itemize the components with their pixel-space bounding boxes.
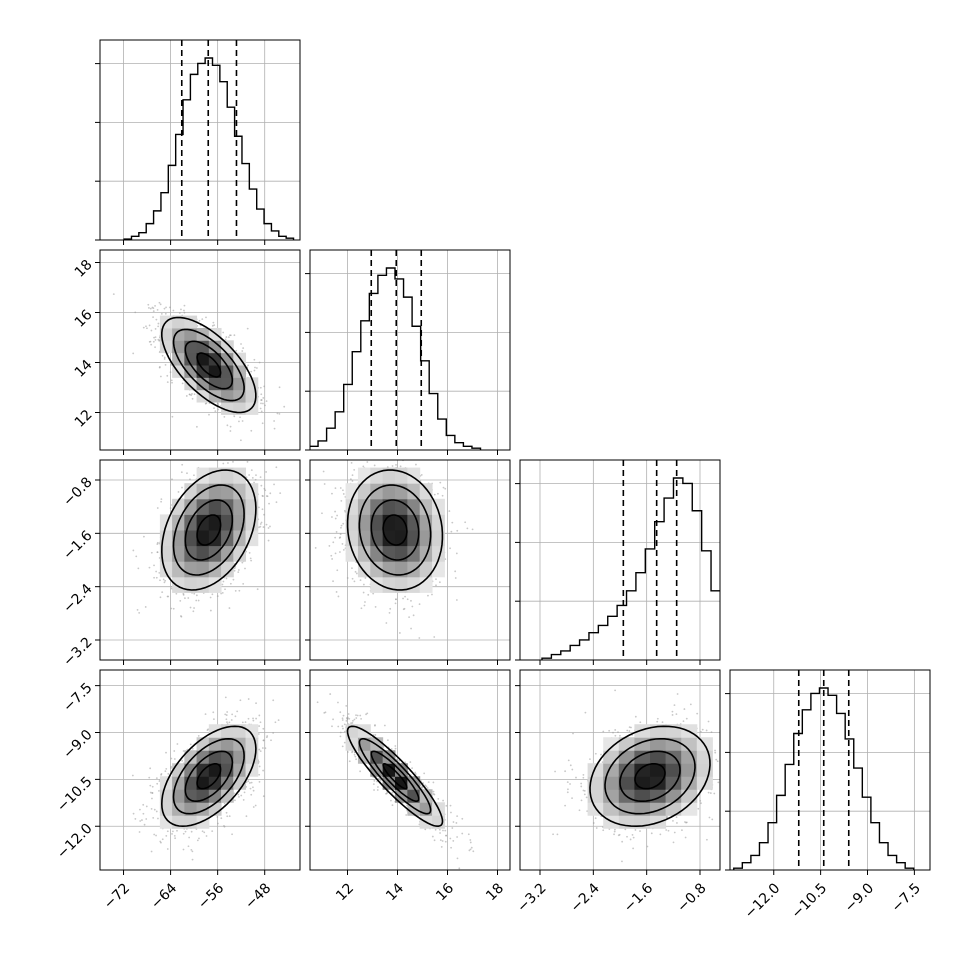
y-tick-label: 12 bbox=[72, 407, 96, 431]
x-tick-label: −10.5 bbox=[789, 880, 831, 922]
y-tick-label: −12.0 bbox=[54, 821, 96, 863]
contour-3-2-3 bbox=[589, 725, 711, 828]
x-tick-label: −12.0 bbox=[742, 880, 784, 922]
contour-3-0-3 bbox=[160, 725, 257, 828]
histogram-panel-2 bbox=[515, 459, 721, 665]
x-tick-label: 18 bbox=[483, 880, 507, 904]
contour-3-2-1 bbox=[619, 750, 681, 802]
y-tick-label: −3.2 bbox=[60, 634, 95, 669]
contour-2-0-2 bbox=[172, 484, 245, 576]
x-tick-label: −48 bbox=[242, 880, 274, 912]
y-tick-label: 14 bbox=[72, 357, 96, 381]
density-cells bbox=[159, 467, 259, 593]
y-tick-label: −7.5 bbox=[60, 680, 95, 715]
contour-3-1-0 bbox=[382, 763, 408, 790]
contour-2-0-0 bbox=[196, 514, 222, 546]
histogram-panel-1 bbox=[305, 249, 511, 455]
histogram-2 bbox=[541, 477, 720, 660]
density-cells bbox=[159, 724, 259, 829]
x-tick-label: −9.0 bbox=[842, 880, 877, 915]
histogram-3 bbox=[733, 687, 915, 870]
scatter-panel-1-0: 12 14 16 18 bbox=[72, 249, 301, 455]
y-tick-label: −10.5 bbox=[54, 774, 96, 816]
contour-3-0-2 bbox=[172, 737, 245, 815]
scatter-panel-3-0: −12.0 −10.5 −9.0 −7.5 −72 −64 −56 −48 bbox=[54, 669, 301, 913]
contour-3-1-3 bbox=[346, 725, 444, 828]
x-tick-label: −7.5 bbox=[889, 880, 924, 915]
y-tick-label: −9.0 bbox=[60, 727, 95, 762]
contour-3-1-2 bbox=[358, 738, 432, 815]
x-tick-label: −72 bbox=[101, 880, 133, 912]
scatter-panel-2-1 bbox=[305, 459, 511, 665]
contour-1-0-0 bbox=[196, 352, 222, 378]
contour-3-1-1 bbox=[370, 750, 420, 802]
contour-2-0-1 bbox=[184, 499, 234, 561]
contour-1-0-2 bbox=[172, 328, 245, 402]
density-cells bbox=[345, 467, 445, 593]
contour-3-2-0 bbox=[634, 763, 666, 790]
histogram-panel-3: −12.0 −10.5 −9.0 −7.5 bbox=[725, 669, 931, 922]
histogram-0 bbox=[123, 57, 295, 240]
x-tick-label: −56 bbox=[195, 880, 227, 912]
contour-2-1-1 bbox=[370, 499, 420, 561]
contour-2-1-0 bbox=[382, 514, 408, 546]
y-tick-label: −0.8 bbox=[60, 474, 95, 509]
contour-3-2-2 bbox=[604, 738, 696, 815]
contour-3-0-1 bbox=[184, 750, 234, 803]
x-tick-label: −64 bbox=[148, 880, 180, 912]
contour-2-1-2 bbox=[358, 484, 432, 576]
scatter-panel-3-1: 12 14 16 18 bbox=[305, 669, 511, 904]
x-tick-label: −3.2 bbox=[514, 880, 549, 915]
x-tick-label: 14 bbox=[383, 880, 407, 904]
density-cells bbox=[345, 724, 445, 829]
y-tick-label: −1.6 bbox=[60, 528, 95, 563]
contour-1-0-3 bbox=[161, 316, 257, 414]
contour-2-0-3 bbox=[160, 469, 257, 591]
y-tick-label: 18 bbox=[72, 257, 96, 281]
contour-1-0-1 bbox=[184, 340, 234, 390]
contour-2-1-3 bbox=[346, 469, 444, 591]
x-tick-label: −2.4 bbox=[568, 880, 603, 915]
y-tick-label: 16 bbox=[72, 307, 96, 331]
x-tick-label: −0.8 bbox=[674, 880, 709, 915]
contour-3-0-0 bbox=[196, 763, 222, 790]
x-tick-label: 16 bbox=[433, 880, 457, 904]
histogram-1 bbox=[310, 267, 482, 450]
scatter-panel-2-0: −3.2 −2.4 −1.6 −0.8 bbox=[60, 459, 301, 670]
y-tick-label: −2.4 bbox=[60, 581, 95, 616]
density-cells bbox=[159, 315, 259, 415]
x-tick-label: 12 bbox=[333, 880, 357, 904]
scatter-panel-3-2: −3.2 −2.4 −1.6 −0.8 bbox=[514, 669, 721, 916]
x-tick-label: −1.6 bbox=[621, 880, 656, 915]
histogram-panel-0 bbox=[95, 39, 301, 245]
